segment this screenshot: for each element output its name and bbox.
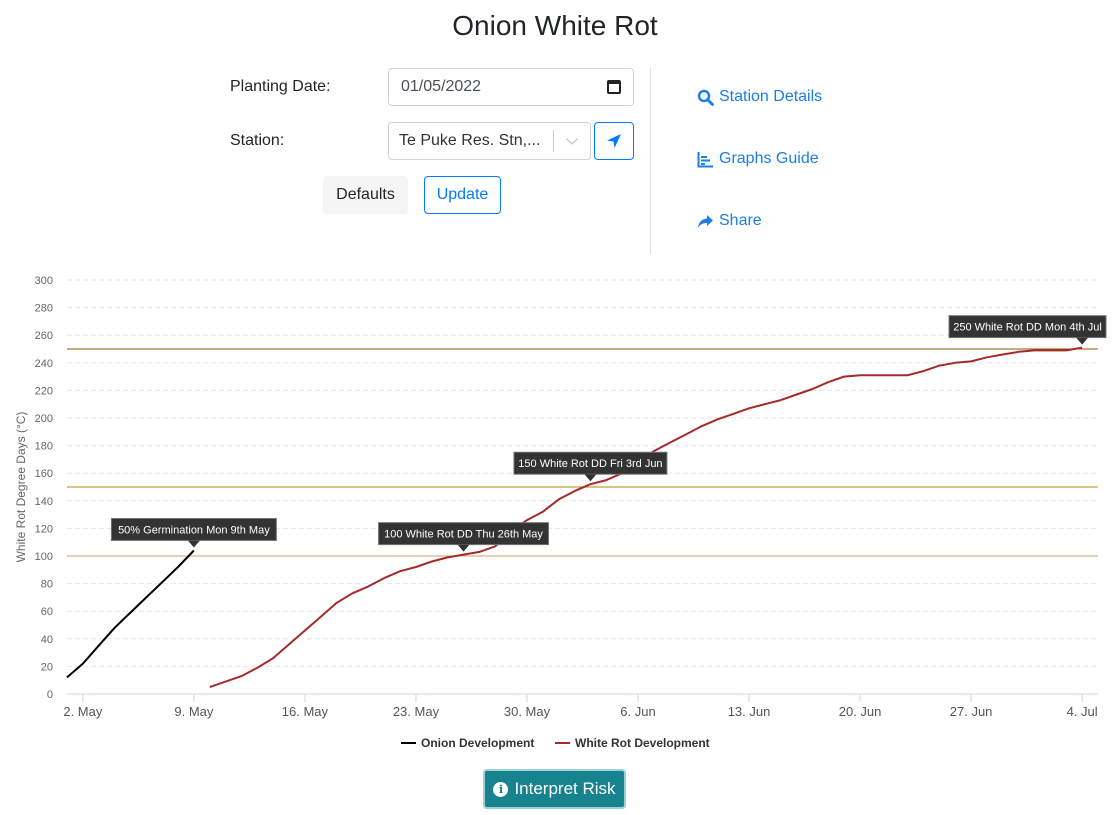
annotation-pointer bbox=[1076, 337, 1089, 345]
y-tick-label: 160 bbox=[35, 468, 53, 480]
series-line-white-rot-development bbox=[209, 346, 1083, 689]
planting-date-value: 01/05/2022 bbox=[401, 78, 482, 95]
x-tick-label: 4. Jul bbox=[1067, 704, 1098, 719]
annotation-text: 150 White Rot DD Fri 3rd Jun bbox=[518, 458, 662, 470]
x-tick-label: 6. Jun bbox=[620, 704, 655, 719]
y-tick-label: 20 bbox=[41, 661, 53, 673]
y-tick-label: 0 bbox=[47, 689, 53, 701]
annotation-pointer bbox=[584, 474, 597, 482]
annotation-text: 50% Germination Mon 9th May bbox=[118, 524, 270, 536]
defaults-button[interactable]: Defaults bbox=[323, 176, 408, 214]
x-tick-label: 23. May bbox=[393, 704, 440, 719]
chart-series bbox=[66, 346, 1083, 689]
vertical-divider bbox=[650, 68, 651, 254]
annotation-label: 150 White Rot DD Fri 3rd Jun bbox=[513, 451, 668, 482]
chart-annotations: 50% Germination Mon 9th May 100 White Rot… bbox=[110, 315, 1107, 552]
planting-date-input[interactable]: 01/05/2022 bbox=[388, 68, 634, 106]
y-tick-label: 260 bbox=[35, 330, 53, 342]
annotation-box bbox=[513, 451, 668, 475]
station-details-link[interactable]: Station Details bbox=[697, 88, 822, 106]
interpret-risk-label: Interpret Risk bbox=[514, 779, 616, 798]
annotation-box bbox=[948, 315, 1107, 339]
chart-bar-icon bbox=[697, 151, 713, 167]
graphs-guide-label: Graphs Guide bbox=[719, 150, 819, 167]
annotation-label: 250 White Rot DD Mon 4th Jul bbox=[948, 315, 1107, 345]
x-tick-label: 16. May bbox=[282, 704, 329, 719]
y-tick-label: 140 bbox=[35, 496, 53, 508]
legend-item[interactable]: White Rot Development bbox=[555, 736, 710, 750]
y-tick-label: 240 bbox=[35, 358, 53, 370]
annotation-label: 50% Germination Mon 9th May bbox=[110, 517, 277, 548]
annotation-label: 100 White Rot DD Thu 26th May bbox=[378, 522, 550, 552]
y-tick-label: 120 bbox=[35, 523, 53, 535]
y-tick-label: 80 bbox=[41, 579, 53, 591]
annotation-text: 100 White Rot DD Thu 26th May bbox=[384, 529, 543, 541]
location-arrow-icon bbox=[607, 134, 621, 148]
white-rot-chart: 50% Germination Mon 9th May 100 White Rot… bbox=[14, 275, 1107, 750]
y-tick-label: 280 bbox=[35, 303, 53, 315]
x-tick-label: 27. Jun bbox=[950, 704, 993, 719]
y-tick-label: 40 bbox=[41, 634, 53, 646]
legend-label: White Rot Development bbox=[575, 736, 710, 750]
x-tick-label: 2. May bbox=[63, 704, 103, 719]
y-tick-label: 60 bbox=[41, 606, 53, 618]
x-tick-label: 30. May bbox=[504, 704, 551, 719]
annotation-pointer bbox=[187, 540, 200, 548]
interpret-risk-button[interactable]: i Interpret Risk bbox=[483, 769, 626, 809]
x-tick-label: 9. May bbox=[174, 704, 214, 719]
y-tick-label: 300 bbox=[35, 275, 53, 287]
select-separator bbox=[553, 130, 554, 152]
station-select-value: Te Puke Res. Stn,... bbox=[399, 132, 541, 149]
chart-grid bbox=[67, 279, 1098, 667]
x-tick-label: 20. Jun bbox=[839, 704, 882, 719]
graphs-guide-link[interactable]: Graphs Guide bbox=[697, 150, 819, 168]
annotation-box bbox=[110, 517, 277, 541]
search-icon bbox=[697, 89, 714, 106]
series-line-onion-development bbox=[66, 549, 195, 679]
share-icon bbox=[698, 214, 713, 228]
legend-item[interactable]: Onion Development bbox=[401, 736, 534, 750]
y-tick-label: 220 bbox=[35, 385, 53, 397]
calendar-icon[interactable] bbox=[607, 80, 621, 94]
annotation-pointer bbox=[457, 544, 470, 552]
station-label: Station: bbox=[230, 132, 285, 149]
chart-axes: 0 20 40 60 80 100 120 140 160 180 200 220 240 260 280 3… bbox=[14, 275, 1098, 719]
station-details-label: Station Details bbox=[719, 88, 823, 105]
planting-date-label: Planting Date: bbox=[230, 78, 331, 95]
chevron-down-icon[interactable] bbox=[554, 133, 590, 145]
x-tick-label: 13. Jun bbox=[728, 704, 771, 719]
info-icon: i bbox=[493, 781, 509, 797]
y-tick-label: 200 bbox=[35, 413, 53, 425]
chart-legend[interactable]: Onion Development White Rot Development bbox=[401, 736, 710, 750]
y-tick-label: 100 bbox=[35, 551, 53, 563]
update-button[interactable]: Update bbox=[424, 176, 501, 214]
y-tick-label: 180 bbox=[35, 441, 53, 453]
y-axis-title: White Rot Degree Days (°C) bbox=[14, 412, 28, 563]
station-select[interactable]: Te Puke Res. Stn,... bbox=[388, 122, 591, 160]
locate-station-button[interactable] bbox=[594, 122, 634, 160]
annotation-text: 250 White Rot DD Mon 4th Jul bbox=[953, 322, 1102, 334]
share-link[interactable]: Share bbox=[697, 212, 762, 230]
share-label: Share bbox=[719, 212, 762, 229]
legend-label: Onion Development bbox=[421, 736, 534, 750]
page-title: Onion White Rot bbox=[452, 10, 658, 41]
